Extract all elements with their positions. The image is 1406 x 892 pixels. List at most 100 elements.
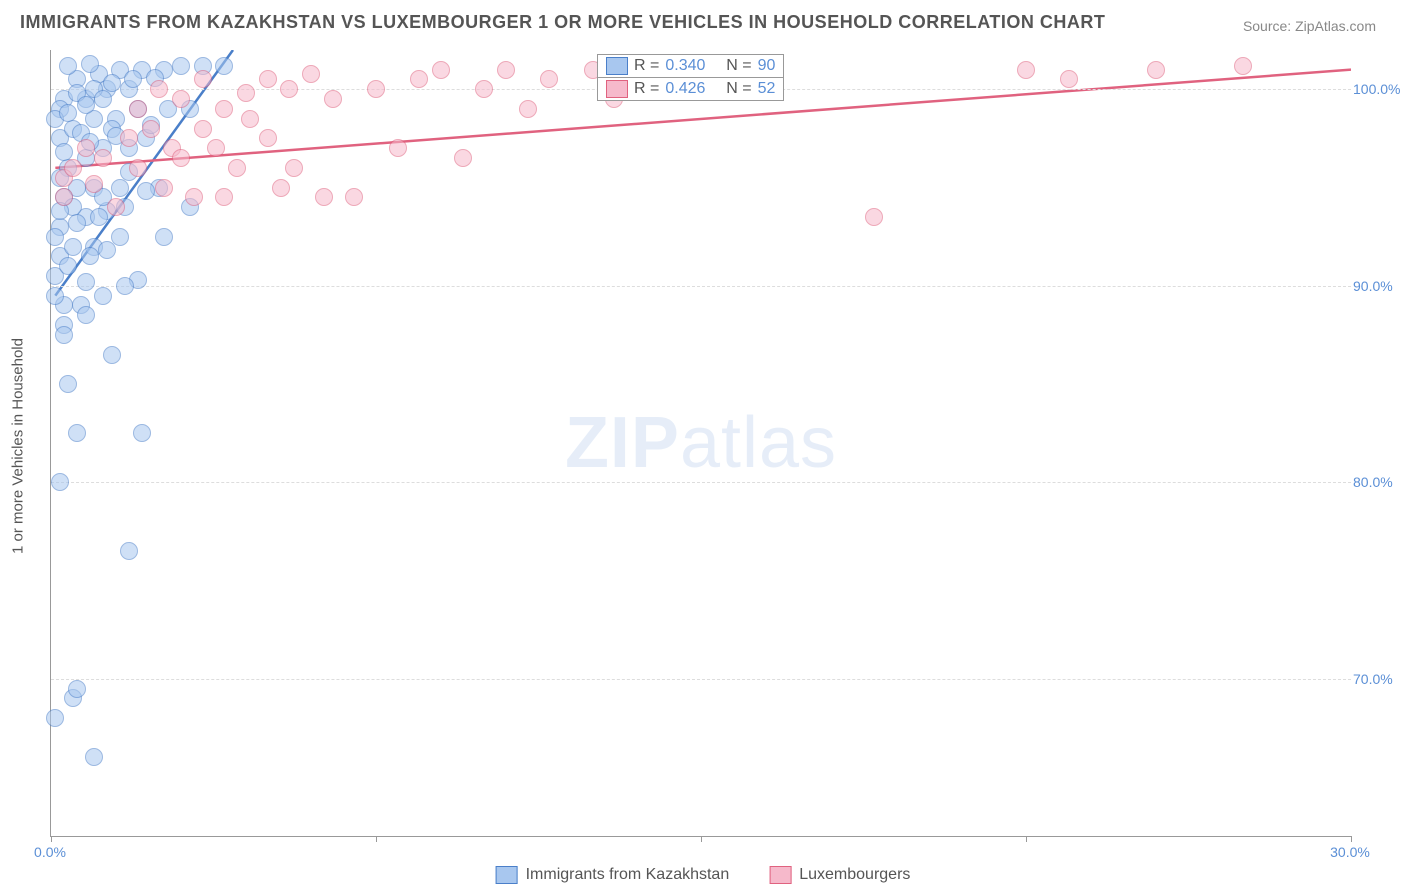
scatter-point — [272, 179, 290, 197]
scatter-point — [432, 61, 450, 79]
n-value: 52 — [758, 80, 776, 98]
scatter-point — [519, 100, 537, 118]
scatter-point — [77, 306, 95, 324]
scatter-point — [150, 80, 168, 98]
x-tick — [701, 836, 702, 842]
scatter-point — [120, 542, 138, 560]
scatter-point — [94, 149, 112, 167]
scatter-point — [46, 287, 64, 305]
scatter-point — [454, 149, 472, 167]
scatter-point — [68, 680, 86, 698]
n-value: 90 — [758, 57, 776, 75]
legend-item: Luxembourgers — [769, 866, 910, 884]
r-value: 0.340 — [665, 57, 705, 75]
legend-item: Immigrants from Kazakhstan — [496, 866, 730, 884]
scatter-point — [77, 96, 95, 114]
scatter-point — [172, 90, 190, 108]
legend-swatch — [606, 57, 628, 75]
scatter-point — [185, 188, 203, 206]
scatter-point — [46, 709, 64, 727]
scatter-point — [194, 120, 212, 138]
scatter-point — [94, 287, 112, 305]
scatter-point — [285, 159, 303, 177]
r-value: 0.426 — [665, 80, 705, 98]
scatter-point — [228, 159, 246, 177]
n-label: N = — [726, 80, 751, 98]
scatter-point — [155, 228, 173, 246]
source-label: Source: ZipAtlas.com — [1243, 18, 1376, 34]
scatter-point — [194, 70, 212, 88]
scatter-point — [497, 61, 515, 79]
scatter-point — [55, 326, 73, 344]
scatter-point — [81, 247, 99, 265]
scatter-point — [172, 57, 190, 75]
scatter-point — [55, 188, 73, 206]
scatter-point — [120, 129, 138, 147]
bottom-legend: Immigrants from Kazakhstan Luxembourgers — [496, 866, 911, 884]
scatter-point — [129, 100, 147, 118]
legend-label: Luxembourgers — [799, 866, 910, 884]
scatter-point — [46, 228, 64, 246]
y-tick-label: 70.0% — [1353, 671, 1401, 687]
scatter-point — [59, 257, 77, 275]
scatter-point — [90, 208, 108, 226]
y-tick-label: 80.0% — [1353, 474, 1401, 490]
scatter-point — [103, 346, 121, 364]
r-label: R = — [634, 80, 659, 98]
scatter-point — [215, 100, 233, 118]
x-tick — [1026, 836, 1027, 842]
legend-swatch — [769, 866, 791, 884]
scatter-point — [142, 120, 160, 138]
scatter-point — [367, 80, 385, 98]
scatter-point — [59, 375, 77, 393]
scatter-point — [107, 198, 125, 216]
plot-area: ZIPatlas 70.0%80.0%90.0%100.0%R =0.340 N… — [50, 50, 1351, 837]
scatter-point — [51, 473, 69, 491]
scatter-point — [1234, 57, 1252, 75]
x-tick-label: 30.0% — [1330, 844, 1370, 860]
stat-legend: R = 0.340 N = 90 R = 0.426 N = 52 — [597, 54, 784, 101]
r-label: R = — [634, 57, 659, 75]
scatter-point — [259, 70, 277, 88]
scatter-point — [59, 104, 77, 122]
scatter-point — [324, 90, 342, 108]
scatter-point — [98, 241, 116, 259]
scatter-point — [1147, 61, 1165, 79]
scatter-point — [68, 214, 86, 232]
scatter-point — [172, 149, 190, 167]
x-tick — [51, 836, 52, 842]
legend-swatch — [606, 80, 628, 98]
scatter-point — [410, 70, 428, 88]
scatter-point — [345, 188, 363, 206]
scatter-point — [237, 84, 255, 102]
scatter-point — [94, 90, 112, 108]
watermark: ZIPatlas — [565, 402, 837, 484]
y-axis-label: 1 or more Vehicles in Household — [10, 338, 27, 554]
scatter-point — [1060, 70, 1078, 88]
scatter-point — [475, 80, 493, 98]
legend-label: Immigrants from Kazakhstan — [526, 866, 730, 884]
scatter-point — [315, 188, 333, 206]
scatter-point — [133, 424, 151, 442]
scatter-point — [59, 57, 77, 75]
scatter-point — [64, 238, 82, 256]
scatter-point — [389, 139, 407, 157]
scatter-point — [207, 139, 225, 157]
stat-legend-row: R = 0.426 N = 52 — [598, 77, 783, 100]
scatter-point — [124, 70, 142, 88]
x-tick-label: 0.0% — [34, 844, 66, 860]
scatter-point — [77, 273, 95, 291]
scatter-point — [116, 277, 134, 295]
n-label: N = — [726, 57, 751, 75]
x-tick — [1351, 836, 1352, 842]
scatter-point — [280, 80, 298, 98]
scatter-point — [215, 188, 233, 206]
scatter-point — [155, 179, 173, 197]
scatter-point — [129, 159, 147, 177]
scatter-point — [111, 179, 129, 197]
y-tick-label: 100.0% — [1353, 81, 1401, 97]
scatter-point — [85, 748, 103, 766]
scatter-point — [241, 110, 259, 128]
scatter-point — [137, 182, 155, 200]
scatter-point — [540, 70, 558, 88]
